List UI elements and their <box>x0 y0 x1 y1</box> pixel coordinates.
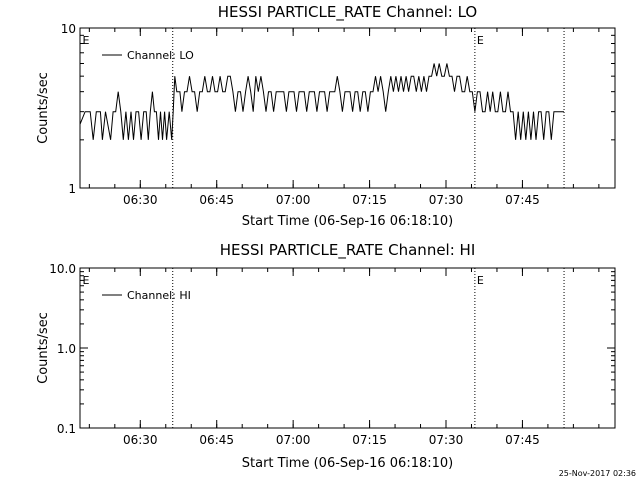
x-tick-label: 06:45 <box>199 433 234 447</box>
plot-frame <box>79 27 616 189</box>
x-axis-label: Start Time (06-Sep-16 06:18:10) <box>242 456 453 471</box>
x-tick-label: 06:45 <box>199 193 234 207</box>
x-tick-label: 07:00 <box>276 433 311 447</box>
y-tick-label: 10 <box>61 22 76 36</box>
event-annotation: E <box>477 274 484 287</box>
x-tick-label: 07:15 <box>352 433 387 447</box>
footer-timestamp: 25-Nov-2017 02:36 <box>559 469 636 478</box>
x-tick-label: 06:30 <box>123 193 158 207</box>
event-annotation: E <box>83 274 90 287</box>
chart-title: HESSI PARTICLE_RATE Channel: HI <box>220 241 476 260</box>
legend-label: Channel: LO <box>127 49 194 62</box>
panel-hi: HESSI PARTICLE_RATE Channel: HI 06:30 06:4… <box>36 241 616 471</box>
legend-label: Channel: HI <box>127 289 191 302</box>
series-line <box>79 63 564 140</box>
y-axis-label: Counts/sec <box>36 72 51 144</box>
y-tick-label: 10.0 <box>49 262 76 276</box>
y-axis-label: Counts/sec <box>36 312 51 384</box>
x-tick-label: 07:30 <box>429 193 464 207</box>
x-axis-label: Start Time (06-Sep-16 06:18:10) <box>242 214 453 229</box>
y-tick-label: 1.0 <box>57 342 76 356</box>
x-tick-label: 07:00 <box>276 193 311 207</box>
x-tick-label: 07:15 <box>352 193 387 207</box>
y-tick-label: 0.1 <box>57 422 76 436</box>
y-tick-label: 1 <box>68 182 76 196</box>
event-annotation: E <box>477 34 484 47</box>
chart-title: HESSI PARTICLE_RATE Channel: LO <box>218 3 477 22</box>
x-tick-label: 06:30 <box>123 433 158 447</box>
x-tick-label: 07:45 <box>505 193 540 207</box>
x-tick-label: 07:30 <box>429 433 464 447</box>
event-annotation: E <box>83 34 90 47</box>
panel-lo: HESSI PARTICLE_RATE Channel: LO 06:30 06:4… <box>36 3 616 229</box>
x-tick-label: 07:45 <box>505 433 540 447</box>
